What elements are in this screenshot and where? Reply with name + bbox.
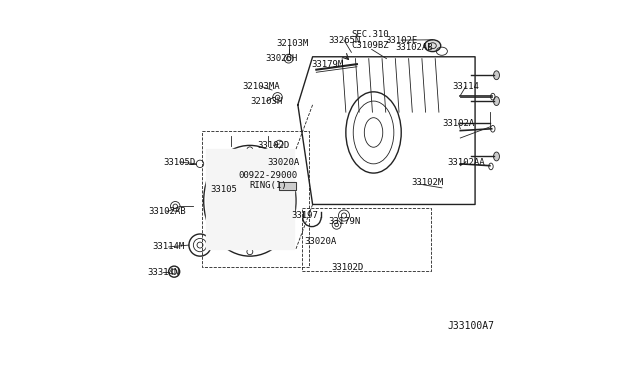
- Polygon shape: [298, 57, 475, 205]
- Text: 33102D: 33102D: [258, 141, 290, 150]
- Ellipse shape: [493, 71, 499, 80]
- Text: 32103H: 32103H: [250, 97, 283, 106]
- Text: 33114M: 33114M: [152, 243, 185, 251]
- Text: 33102E: 33102E: [385, 36, 417, 45]
- Text: 33197: 33197: [292, 211, 319, 220]
- Text: 33020A: 33020A: [304, 237, 336, 246]
- Polygon shape: [205, 149, 294, 249]
- Ellipse shape: [493, 152, 499, 161]
- Text: 33114: 33114: [452, 82, 479, 91]
- Text: 33179M: 33179M: [311, 60, 344, 69]
- Text: 00922-29000
RING(1): 00922-29000 RING(1): [239, 171, 298, 190]
- Polygon shape: [280, 182, 296, 190]
- Text: 33020H: 33020H: [265, 54, 298, 63]
- Text: SEC.310
C3109BZ: SEC.310 C3109BZ: [351, 31, 388, 50]
- Text: 33102D: 33102D: [332, 263, 364, 272]
- Text: 32103M: 32103M: [276, 39, 308, 48]
- Text: J33100A7: J33100A7: [448, 321, 495, 331]
- Text: 33102AB: 33102AB: [396, 43, 433, 52]
- Text: 33102A: 33102A: [442, 119, 475, 128]
- Text: 33314N: 33314N: [147, 268, 179, 277]
- Ellipse shape: [493, 97, 499, 106]
- Text: 33020A: 33020A: [267, 157, 300, 167]
- Text: 33179N: 33179N: [328, 217, 360, 225]
- Text: 33102AA: 33102AA: [447, 157, 484, 167]
- Text: 33102M: 33102M: [411, 178, 443, 187]
- Text: 32103MA: 32103MA: [242, 82, 280, 91]
- Text: 33265N: 33265N: [328, 36, 360, 45]
- Text: 33102AB: 33102AB: [148, 207, 186, 217]
- Text: 33105: 33105: [211, 185, 237, 194]
- Ellipse shape: [424, 40, 441, 52]
- Text: 33105D: 33105D: [164, 157, 196, 167]
